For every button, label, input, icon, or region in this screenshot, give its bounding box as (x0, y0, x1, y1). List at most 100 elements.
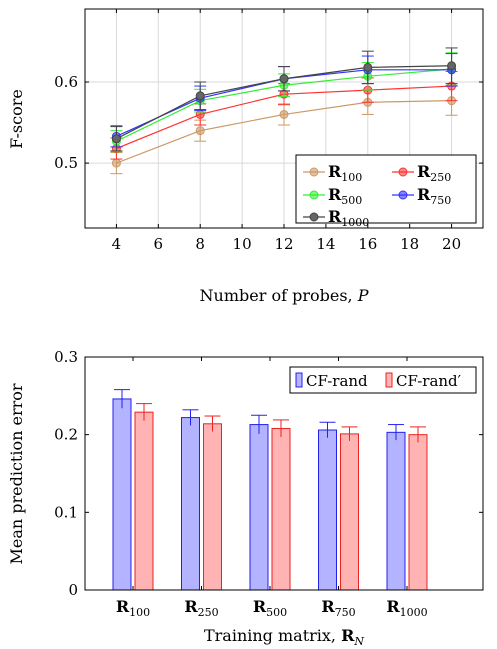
series-R1000 (110, 47, 458, 152)
top-x-tick-label: 20 (442, 235, 461, 253)
category-sub: 1000 (400, 606, 428, 619)
legend-label-main: R (417, 162, 431, 181)
data-point (279, 74, 289, 84)
legend-label: R100 (328, 162, 362, 184)
line-chart-f-score: 4 6 8 10 12 14 16 18 20 0.5 0.6 F-score Number of … (7, 8, 484, 305)
legend-entry-R750: R750 (392, 185, 451, 207)
legend-label-main: R (328, 185, 342, 204)
legend-swatch-marker (309, 212, 319, 222)
bar-CF-rand (181, 417, 200, 591)
data-point (111, 134, 121, 144)
legend-swatch-marker (309, 167, 319, 177)
legend-label-sub: 500 (341, 194, 362, 207)
top-x-tick-label: 8 (195, 235, 205, 253)
data-point (195, 126, 205, 136)
bar-CF-rand (386, 431, 406, 591)
category-main: R (184, 597, 198, 616)
bottom-category-label: R750 (321, 597, 355, 619)
legend-label: R1000 (328, 207, 369, 229)
bottom-xlabel: Training matrix, RN (204, 626, 364, 648)
top-series (110, 47, 458, 175)
category-main: R (321, 597, 335, 616)
top-y-tick-label: 0.6 (54, 73, 78, 91)
bottom-xlabel-sub: N (353, 635, 364, 648)
legend-label-sub: 100 (341, 171, 362, 184)
category-main: R (253, 597, 267, 616)
top-xlabel-text: Number of probes, (200, 286, 358, 305)
data-point (111, 158, 121, 168)
data-point (363, 62, 373, 72)
legend-swatch-marker (398, 190, 408, 200)
top-x-tick-label: 6 (154, 235, 164, 253)
bar-CF-rand′ (340, 433, 359, 591)
bar-CF-rand′ (271, 427, 291, 591)
data-point (447, 61, 457, 71)
category-sub: 100 (129, 606, 150, 619)
legend-label-sub: 750 (430, 194, 451, 207)
legend-entry-R1000: R1000 (303, 207, 369, 229)
top-x-tick-label: 14 (316, 235, 335, 253)
bottom-plot-frame (84, 356, 484, 591)
legend-entry-R500: R500 (303, 185, 362, 207)
bottom-ylabel: Mean prediction error (7, 383, 26, 564)
legend-entry-R250: R250 (392, 162, 451, 184)
legend-label: R750 (417, 185, 451, 207)
bottom-category-label: R500 (253, 597, 287, 619)
bottom-legend: CF-rand CF-rand′ (289, 366, 477, 394)
bottom-xlabel-bold: R (341, 626, 355, 645)
bottom-y-tick-label: 0 (68, 581, 78, 599)
top-xlabel-var: P (357, 286, 369, 305)
category-main: R (116, 597, 130, 616)
bottom-category-label: R250 (184, 597, 218, 619)
data-point (279, 109, 289, 119)
top-ylabel: F-score (7, 89, 26, 149)
legend-swatch-marker (309, 190, 319, 200)
top-x-tick-label: 12 (274, 235, 293, 253)
top-x-tick-label: 4 (112, 235, 122, 253)
top-x-tick-label: 18 (400, 235, 419, 253)
bar-CF-rand (318, 429, 337, 591)
bar-CF-rand′ (134, 411, 154, 591)
legend-label-sub: 250 (430, 171, 451, 184)
legend-entry-CF-rand′: CF-rand′ (385, 372, 462, 390)
legend-box (289, 366, 477, 394)
bottom-y-tick-label: 0.2 (54, 426, 78, 444)
bar-CF-rand (112, 398, 132, 591)
legend-label: CF-rand (306, 372, 368, 390)
legend-label-main: R (328, 162, 342, 181)
top-xlabel: Number of probes, P (200, 286, 369, 305)
bottom-y-tick-label: 0.3 (54, 348, 78, 366)
legend-swatch (295, 372, 303, 388)
bottom-category-label: R100 (116, 597, 150, 619)
category-sub: 250 (198, 606, 219, 619)
legend-entry-CF-rand: CF-rand (295, 372, 368, 390)
legend-entry-R100: R100 (303, 162, 362, 184)
legend-label: R500 (328, 185, 362, 207)
legend-label-main: R (417, 185, 431, 204)
legend-label-sub: 1000 (341, 216, 369, 229)
bottom-category-label: R1000 (386, 597, 427, 619)
legend-label: CF-rand′ (396, 372, 462, 390)
bar-CF-rand′ (203, 423, 222, 591)
bar-CF-rand′ (408, 434, 428, 591)
legend-swatch (385, 372, 393, 388)
bar-CF-rand (249, 424, 269, 591)
data-point (195, 91, 205, 101)
bottom-xlabel-main: Training matrix, (204, 626, 341, 645)
top-x-tick-label: 16 (358, 235, 377, 253)
top-y-tick-label: 0.5 (54, 154, 78, 172)
top-x-tick-label: 10 (233, 235, 252, 253)
category-sub: 750 (335, 606, 356, 619)
legend-label-main: R (328, 207, 342, 226)
legend-label: R250 (417, 162, 451, 184)
category-main: R (386, 597, 400, 616)
bottom-series (112, 389, 428, 591)
legend-swatch-marker (398, 167, 408, 177)
top-ticks: 4 6 8 10 12 14 16 18 20 0.5 0.6 (54, 9, 483, 253)
bottom-y-tick-label: 0.1 (54, 503, 78, 521)
category-sub: 500 (266, 606, 287, 619)
